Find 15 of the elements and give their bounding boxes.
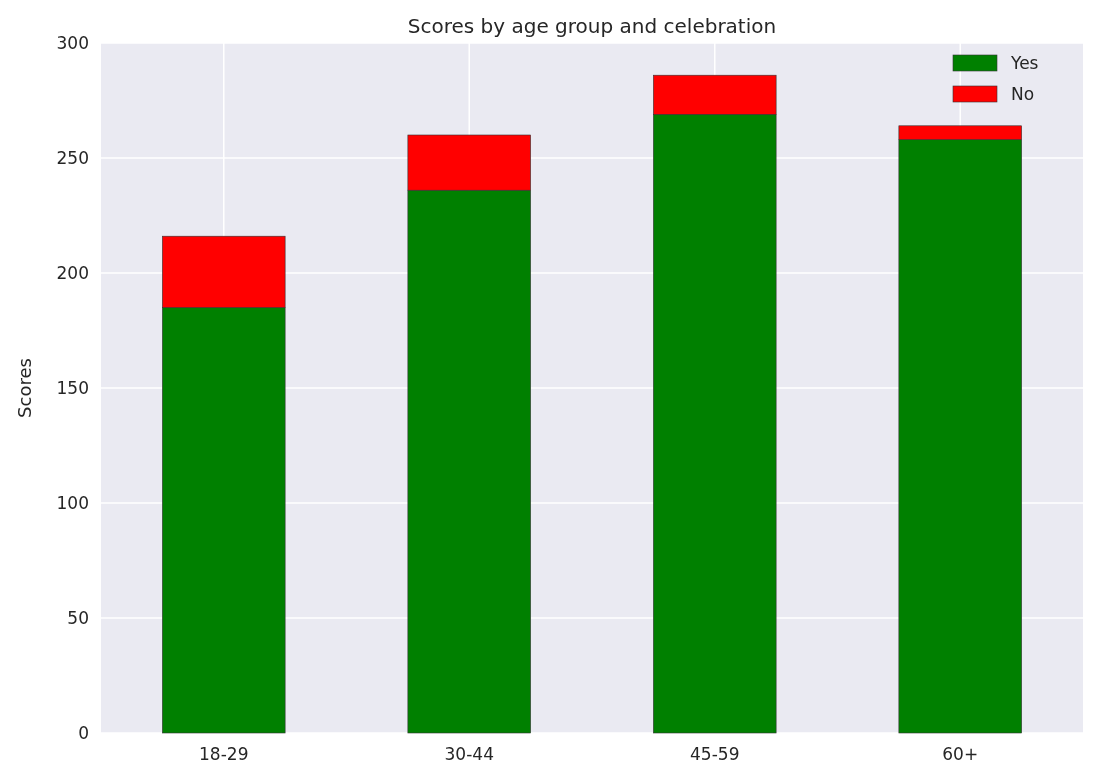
x-tick-label: 45-59 [690,744,740,764]
y-tick-label: 300 [56,32,89,53]
y-axis-title: Scores [14,358,35,418]
y-tick-label: 50 [67,607,89,628]
x-tick-label: 18-29 [199,744,249,764]
x-tick-label: 60+ [942,744,979,764]
legend-label: No [1011,83,1035,104]
y-tick-label: 250 [56,147,89,168]
x-tick-label: 30-44 [444,744,494,764]
y-tick-label: 100 [56,492,89,513]
y-tick-label: 200 [56,262,89,283]
y-tick-label: 150 [56,377,89,398]
chart-title: Scores by age group and celebration [407,14,777,38]
y-tick-label: 0 [78,722,89,743]
legend-label: Yes [1010,52,1039,73]
